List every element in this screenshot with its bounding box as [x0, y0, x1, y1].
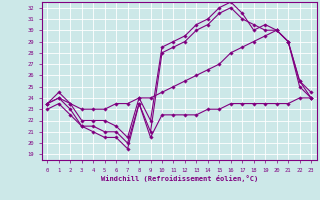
X-axis label: Windchill (Refroidissement éolien,°C): Windchill (Refroidissement éolien,°C) [100, 175, 258, 182]
